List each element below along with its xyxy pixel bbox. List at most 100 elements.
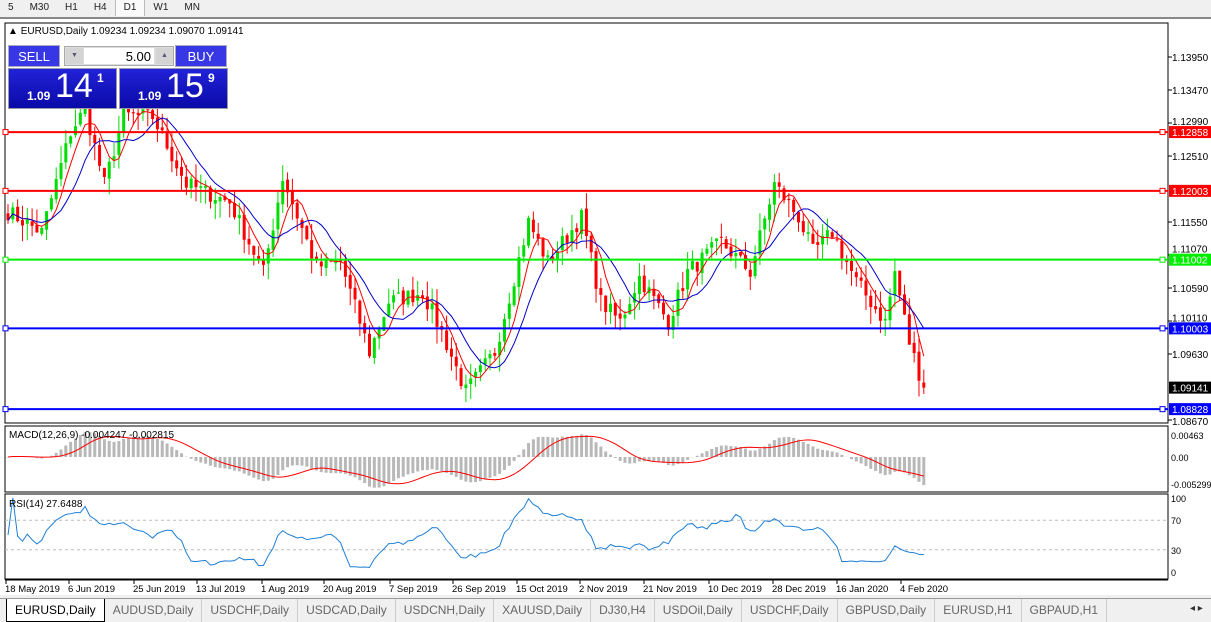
candle-body xyxy=(816,242,820,245)
lot-stepper: ▼ ▲ xyxy=(64,46,174,66)
macd-bar xyxy=(662,457,666,463)
sell-price-button[interactable]: 1.09 14 1 xyxy=(8,67,117,109)
timeframe-H1[interactable]: H1 xyxy=(65,2,78,13)
candle-body xyxy=(671,316,675,330)
macd-bar xyxy=(295,457,299,466)
candle-body xyxy=(160,127,164,131)
candle-body xyxy=(565,235,569,243)
chart-tab[interactable]: USDCNH,Daily xyxy=(396,599,495,622)
macd-bar xyxy=(912,457,916,478)
macd-bar xyxy=(719,445,723,457)
chart-tab[interactable]: XAUUSD,Daily xyxy=(494,599,592,622)
candle-body xyxy=(763,218,767,230)
candle-body xyxy=(218,197,222,202)
symbol-info: ▲ EURUSD,Daily 1.09234 1.09234 1.09070 1… xyxy=(8,26,244,37)
candle-body xyxy=(40,227,44,234)
chart-window[interactable]: 1.13950 1.13470 1.12990 1.12510 1.11550 1.110… xyxy=(0,17,1211,595)
macd-bar xyxy=(445,457,449,473)
date-axis-label: 6 Jun 2019 xyxy=(68,584,115,595)
candle-body xyxy=(184,176,188,188)
candle-body xyxy=(117,132,121,155)
chart-tab[interactable]: AUDUSD,Daily xyxy=(105,599,203,622)
candle-body xyxy=(546,255,550,258)
lot-input[interactable] xyxy=(84,48,154,64)
lot-increase-button[interactable]: ▲ xyxy=(156,48,173,64)
candle-body xyxy=(382,317,386,331)
chart-tab[interactable]: GBPAUD,H1 xyxy=(1022,599,1108,622)
chart-tab[interactable]: DJ30,H4 xyxy=(591,599,655,622)
chart-tab[interactable]: USDCAD,Daily xyxy=(298,599,396,622)
candle-body xyxy=(662,302,666,315)
candle-body xyxy=(204,185,208,188)
macd-bar xyxy=(252,457,256,478)
candle-body xyxy=(821,235,825,245)
date-axis-label: 10 Dec 2019 xyxy=(708,584,762,595)
candle-body xyxy=(469,378,473,385)
macd-bar xyxy=(59,449,63,457)
macd-bar xyxy=(343,457,347,475)
macd-pane-frame xyxy=(4,425,1169,493)
candle-body xyxy=(102,167,106,177)
buy-button[interactable]: BUY xyxy=(175,45,227,67)
macd-bar xyxy=(271,457,275,479)
candle-body xyxy=(907,314,911,345)
candle-body xyxy=(421,295,425,299)
macd-bar xyxy=(411,457,415,474)
macd-bar xyxy=(599,446,603,457)
sell-price-fraction: 1 xyxy=(97,71,104,85)
chart-tab[interactable]: USDCHF,Daily xyxy=(202,599,299,622)
line-handle xyxy=(2,256,9,263)
macd-bar xyxy=(459,457,463,480)
timeframe-MN[interactable]: MN xyxy=(184,2,200,13)
macd-axis-label: -0.005299 xyxy=(1171,480,1211,490)
macd-bar xyxy=(628,457,632,464)
candle-body xyxy=(155,117,159,130)
date-axis-label: 20 Aug 2019 xyxy=(323,584,376,595)
buy-price-button[interactable]: 1.09 15 9 xyxy=(119,67,228,109)
macd-bar xyxy=(816,448,820,457)
macd-bar xyxy=(416,457,420,472)
macd-bar xyxy=(517,454,521,457)
date-axis-label: 13 Jul 2019 xyxy=(196,584,245,595)
macd-bar xyxy=(507,457,511,466)
current-price-badge xyxy=(1169,381,1211,394)
timeframe-W1[interactable]: W1 xyxy=(153,2,169,13)
candle-body xyxy=(261,260,265,265)
chart-tab[interactable]: EURUSD,H1 xyxy=(935,599,1022,622)
timeframe-D1[interactable]: D1 xyxy=(114,0,146,16)
macd-bar xyxy=(102,439,106,457)
chart-tabs: EURUSD,Daily AUDUSD,Daily USDCHF,Daily USDC… xyxy=(0,598,1211,622)
sell-button[interactable]: SELL xyxy=(8,45,60,67)
timeframe-5[interactable]: 5 xyxy=(8,2,14,13)
macd-bar xyxy=(165,443,169,457)
candle-body xyxy=(715,238,719,242)
tab-scroll-arrows[interactable]: ◂ ▸ xyxy=(1190,603,1203,614)
macd-bar xyxy=(261,457,265,482)
macd-bar xyxy=(474,457,478,483)
macd-bar xyxy=(40,457,44,459)
macd-bar xyxy=(758,448,762,457)
candle-body xyxy=(286,179,290,193)
candle-body xyxy=(199,186,203,188)
date-axis-label: 7 Sep 2019 xyxy=(389,584,438,595)
candle-body xyxy=(478,365,482,372)
timeframe-H4[interactable]: H4 xyxy=(93,2,107,13)
candle-body xyxy=(854,272,858,278)
lot-decrease-button[interactable]: ▼ xyxy=(66,48,83,64)
macd-bar xyxy=(237,457,241,472)
macd-bar xyxy=(594,442,598,457)
chart-canvas[interactable]: 1.13950 1.13470 1.12990 1.12510 1.11550 1.110… xyxy=(0,19,1211,597)
chart-tab[interactable]: USDCHF,Daily xyxy=(742,599,838,622)
candle-body xyxy=(512,286,516,305)
candle-body xyxy=(859,277,863,281)
macd-bar xyxy=(73,438,77,457)
candle-body xyxy=(628,304,632,315)
chart-tab[interactable]: GBPUSD,Daily xyxy=(838,599,936,622)
timeframe-M30[interactable]: M30 xyxy=(29,2,50,13)
date-axis-label: 25 Jun 2019 xyxy=(133,584,185,595)
chart-tab[interactable]: USDOil,Daily xyxy=(655,599,742,622)
main-pane-frame xyxy=(4,22,1169,424)
chart-tab[interactable]: EURUSD,Daily xyxy=(6,599,105,622)
candle-body xyxy=(488,354,492,359)
candle-body xyxy=(233,203,237,218)
